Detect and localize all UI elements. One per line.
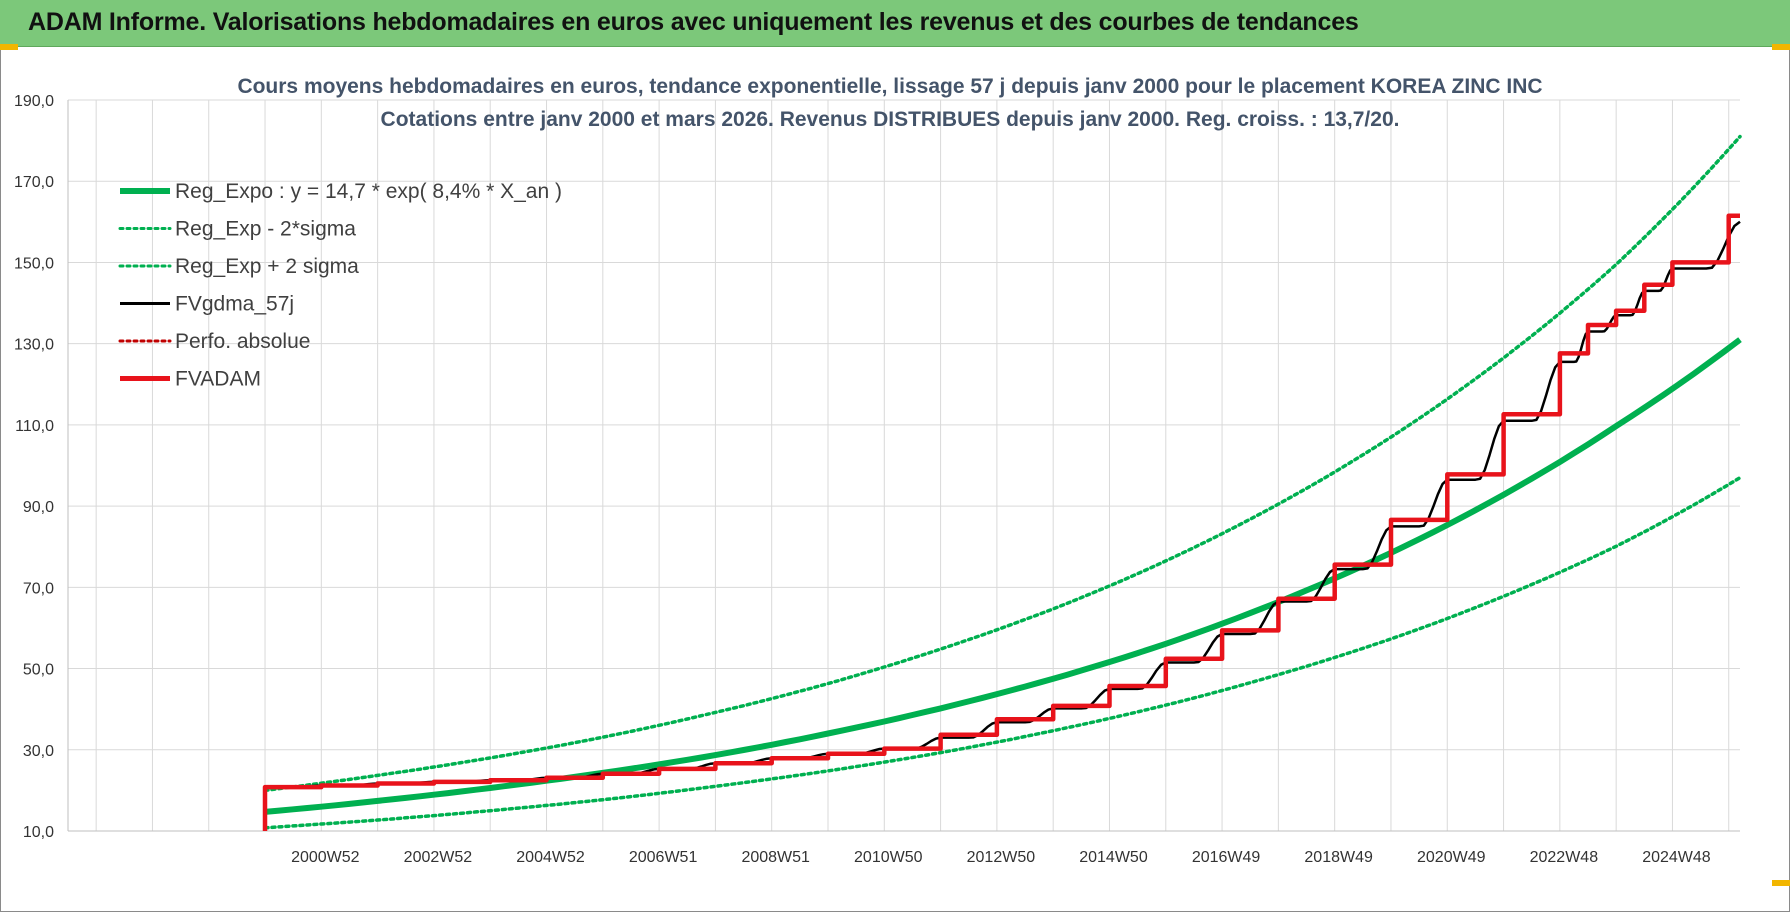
y-axis-ticks: 10,0 30,0 50,0 70,0 90,0 110,0 130,0 150,0 170,0… (14, 93, 54, 841)
legend-label-0: Reg_Expo : y = 14,7 * exp( 8,4% * X_an ) (175, 180, 562, 203)
x-tick-label: 2018W49 (1304, 849, 1373, 866)
chart-title-line1: Cours moyens hebdomadaires en euros, ten… (237, 75, 1542, 98)
y-tick-label: 170,0 (14, 174, 54, 191)
y-tick-label: 50,0 (23, 662, 54, 679)
x-tick-label: 2000W52 (291, 849, 360, 866)
y-tick-label: 10,0 (23, 824, 54, 841)
x-tick-label: 2016W49 (1192, 849, 1261, 866)
y-tick-label: 130,0 (14, 337, 54, 354)
legend: Reg_Expo : y = 14,7 * exp( 8,4% * X_an )… (118, 180, 562, 391)
x-tick-label: 2010W50 (854, 849, 923, 866)
grid (67, 99, 1740, 832)
x-tick-label: 2024W48 (1642, 849, 1711, 866)
x-tick-label: 2014W50 (1079, 849, 1148, 866)
page-title: ADAM Informe. Valorisations hebdomadaire… (28, 8, 1359, 36)
series-lines (262, 134, 1742, 831)
legend-label-5: FVADAM (175, 368, 261, 391)
y-tick-label: 30,0 (23, 743, 54, 760)
series-line-3 (265, 220, 1741, 789)
x-tick-label: 2006W51 (629, 849, 698, 866)
x-tick-label: 2022W48 (1530, 849, 1599, 866)
x-tick-label: 2002W52 (404, 849, 473, 866)
series-line-1 (263, 475, 1742, 830)
x-tick-label: 2012W50 (967, 849, 1036, 866)
corner-marker-right (1772, 44, 1790, 50)
x-tick-label: 2008W51 (741, 849, 810, 866)
x-tick-label: 2020W49 (1417, 849, 1486, 866)
y-tick-label: 70,0 (23, 580, 54, 597)
legend-label-3: FVgdma_57j (175, 293, 294, 316)
y-tick-label: 150,0 (14, 255, 54, 272)
corner-marker-bottom-right (1772, 880, 1790, 886)
legend-label-1: Reg_Exp - 2*sigma (175, 218, 356, 241)
header-bar: ADAM Informe. Valorisations hebdomadaire… (0, 0, 1790, 47)
x-axis-ticks: 2000W52 2002W52 2004W52 2006W51 2008W51 2010W… (291, 849, 1711, 866)
series-line-0 (264, 337, 1742, 815)
y-tick-label: 190,0 (14, 93, 54, 110)
x-tick-label: 2004W52 (516, 849, 585, 866)
legend-label-4: Perfo. absolue (175, 330, 310, 353)
series-line-2 (263, 134, 1742, 793)
y-tick-label: 110,0 (15, 418, 54, 435)
legend-label-2: Reg_Exp + 2 sigma (175, 255, 359, 278)
y-tick-label: 90,0 (23, 499, 54, 516)
series-line-5 (262, 213, 1740, 831)
corner-marker-left (0, 44, 18, 50)
chart-title-line2: Cotations entre janv 2000 et mars 2026. … (381, 108, 1400, 131)
